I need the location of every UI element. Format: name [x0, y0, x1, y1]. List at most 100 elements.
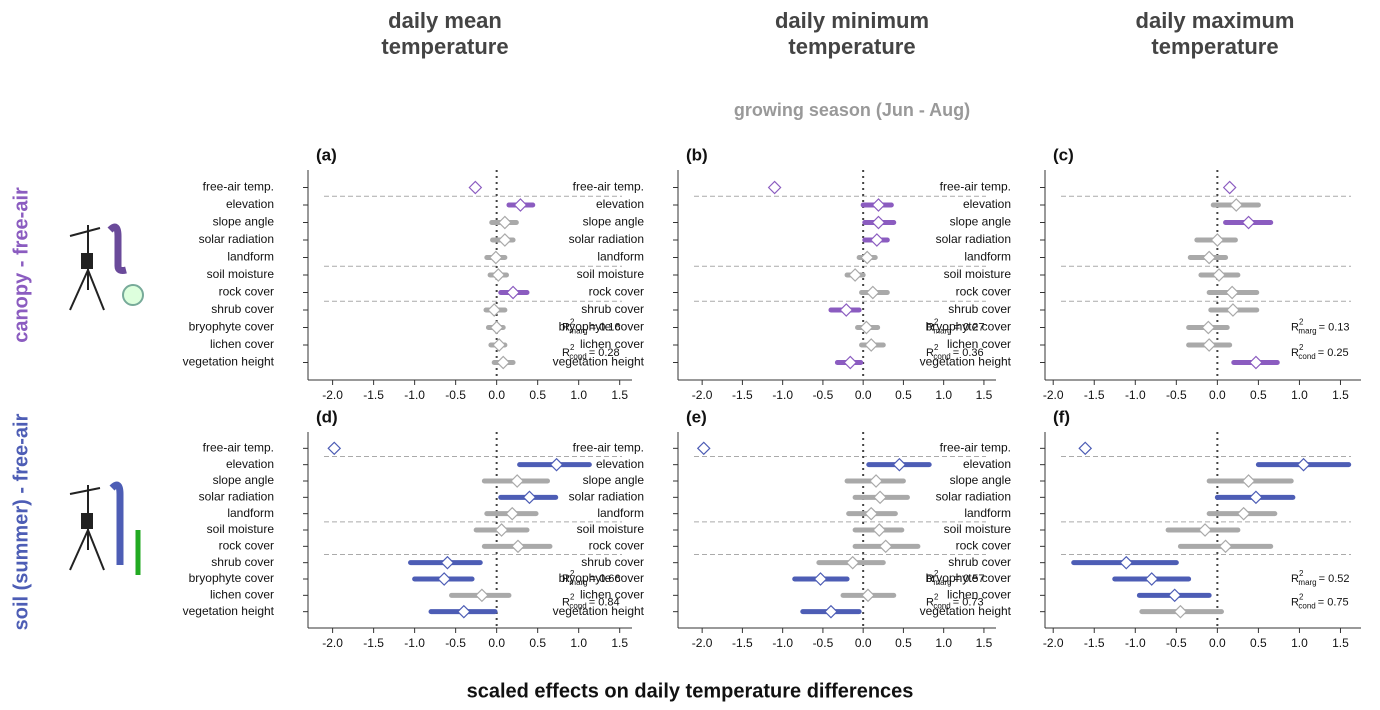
r2-value: 0.13	[1328, 321, 1349, 333]
x-tick-label: 1.5	[1332, 636, 1349, 650]
x-tick-label: 0.5	[529, 388, 546, 402]
r2-sup: 2	[934, 569, 939, 578]
y-tick-label: shrub cover	[581, 302, 644, 316]
r2-relation: =	[1319, 573, 1325, 585]
x-tick-label: 1.5	[1332, 388, 1349, 402]
x-tick-label: 0.5	[895, 636, 912, 650]
r2-relation: =	[590, 321, 596, 333]
r2-value: 0.84	[598, 597, 619, 609]
y-tick-label: rock cover	[956, 285, 1011, 299]
estimate	[1144, 572, 1159, 586]
r2-symbol: R	[926, 573, 934, 585]
x-tick-label: 1.5	[611, 636, 628, 650]
x-tick-label: 0.0	[488, 388, 505, 402]
r2-symbol: R	[562, 321, 570, 333]
estimate	[892, 457, 907, 472]
estimate	[845, 555, 860, 570]
x-tick-label: -2.0	[322, 636, 343, 650]
x-tick-label: -1.5	[363, 636, 384, 650]
x-tick-label: 0.5	[529, 636, 546, 650]
r2-value: 0.66	[599, 573, 620, 585]
y-tick-label: elevation	[963, 197, 1011, 211]
y-tick-label: soil moisture	[207, 267, 275, 281]
r2-relation: =	[1319, 321, 1325, 333]
r2-annotation: R2 cond = 0.28	[562, 343, 620, 361]
estimate	[1241, 215, 1256, 230]
y-tick-label: rock cover	[219, 539, 274, 553]
r2-annotation: R2 marg = 0.57	[926, 569, 985, 587]
x-tick-label: -0.5	[445, 636, 466, 650]
r2-value: 0.28	[598, 347, 619, 359]
r2-relation: =	[954, 321, 960, 333]
x-tick-label: 0.0	[1209, 636, 1226, 650]
x-tick-label: 1.0	[570, 636, 587, 650]
y-tick-label: soil moisture	[944, 522, 1012, 536]
estimate	[1218, 539, 1233, 554]
y-tick-label: shrub cover	[581, 555, 644, 569]
estimate	[696, 441, 711, 456]
estimate	[1210, 233, 1225, 247]
y-tick-label: shrub cover	[948, 555, 1011, 569]
y-tick-label: lichen cover	[210, 337, 274, 351]
x-tick-label: 1.0	[1291, 388, 1308, 402]
r2-annotation: R2 marg = 0.66	[562, 569, 621, 587]
panel-title: (a)	[316, 145, 337, 164]
estimate	[1202, 250, 1217, 265]
y-tick-label: soil moisture	[577, 522, 645, 536]
y-tick-label: vegetation height	[183, 604, 275, 618]
r2-annotation: R2 cond = 0.36	[926, 343, 984, 361]
y-tick-label: lichen cover	[210, 588, 274, 602]
x-tick-label: -1.5	[732, 636, 753, 650]
estimate	[492, 338, 506, 352]
estimate	[522, 490, 537, 505]
estimate	[1225, 285, 1239, 300]
x-tick-label: 0.5	[1250, 636, 1267, 650]
r2-value: 0.27	[963, 321, 984, 333]
y-tick-label: elevation	[963, 457, 1011, 471]
y-tick-label: solar radiation	[199, 232, 274, 246]
x-tick-label: -0.5	[1166, 388, 1187, 402]
r2-sup: 2	[570, 343, 575, 352]
panel-title: (b)	[686, 145, 708, 164]
estimate	[1119, 555, 1134, 570]
x-tick-label: 1.5	[611, 388, 628, 402]
y-tick-label: lichen cover	[580, 337, 644, 351]
y-tick-label: vegetation height	[183, 355, 275, 369]
estimate	[327, 441, 342, 456]
y-tick-label: elevation	[226, 457, 274, 471]
r2-sub: cond	[1298, 602, 1315, 611]
x-tick-label: -1.0	[772, 388, 793, 402]
column-title: daily mean	[388, 8, 502, 33]
r2-relation: =	[589, 347, 595, 359]
y-tick-label: solar radiation	[199, 490, 274, 504]
y-tick-label: rock cover	[589, 539, 644, 553]
r2-value: 0.75	[1327, 597, 1348, 609]
panel-title: (d)	[316, 407, 338, 426]
y-tick-label: landform	[964, 506, 1011, 520]
estimate	[871, 198, 886, 212]
y-tick-label: slope angle	[950, 473, 1012, 487]
estimate	[767, 180, 782, 195]
y-tick-label: solar radiation	[936, 490, 1011, 504]
estimate	[487, 303, 502, 317]
x-tick-label: -1.0	[772, 636, 793, 650]
y-tick-label: free-air temp.	[573, 441, 644, 455]
x-tick-label: 1.5	[976, 636, 993, 650]
estimate	[1212, 268, 1226, 282]
x-tick-label: 1.0	[935, 388, 952, 402]
y-tick-label: vegetation height	[553, 604, 645, 618]
column-title: temperature	[1151, 34, 1278, 59]
x-tick-label: -2.0	[322, 388, 343, 402]
estimate	[505, 506, 520, 521]
r2-symbol: R	[1291, 321, 1299, 333]
y-tick-label: shrub cover	[211, 555, 274, 569]
r2-sup: 2	[934, 318, 939, 327]
y-tick-label: bryophyte cover	[559, 571, 644, 585]
estimate	[1296, 457, 1311, 472]
r2-sup: 2	[570, 318, 575, 327]
r2-annotation: R2 marg = 0.16	[562, 318, 621, 336]
estimate	[872, 523, 887, 537]
r2-symbol: R	[562, 347, 570, 359]
x-tick-label: -1.0	[1125, 636, 1146, 650]
